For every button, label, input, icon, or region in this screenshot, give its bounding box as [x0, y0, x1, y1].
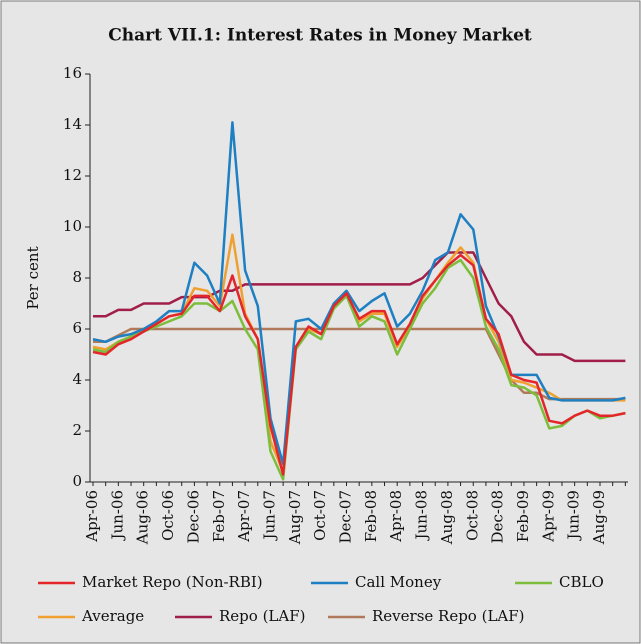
x-tick-label: Feb-09 [514, 490, 532, 542]
legend-label: Average [81, 607, 144, 625]
chart-title: Chart VII.1: Interest Rates in Money Mar… [108, 26, 532, 46]
x-tick-label: Oct-07 [311, 490, 329, 541]
x-tick-label: Aug-06 [134, 490, 152, 545]
x-tick-label: Jun-07 [260, 490, 278, 542]
y-tick-label: 10 [63, 217, 82, 235]
x-tick-label: Aug-08 [438, 490, 456, 545]
legend-label: Repo (LAF) [219, 607, 305, 625]
x-tick-label: Jun-06 [108, 490, 126, 542]
x-tick-label: Dec-08 [489, 490, 507, 543]
x-tick-label: Aug-07 [286, 490, 304, 545]
x-tick-label: Apr-08 [387, 490, 405, 543]
y-tick-label: 12 [63, 166, 82, 184]
legend-label: Call Money [355, 573, 442, 591]
y-tick-label: 16 [63, 64, 82, 82]
x-tick-label: Oct-08 [463, 490, 481, 541]
x-tick-label: Feb-08 [362, 490, 380, 542]
x-tick-label: Apr-07 [235, 490, 253, 543]
legend-label: Reverse Repo (LAF) [372, 607, 525, 625]
y-tick-label: 8 [72, 268, 82, 286]
x-tick-label: Jun-09 [565, 490, 583, 542]
series-line [92, 253, 626, 476]
x-tick-label: Jun-08 [413, 490, 431, 542]
x-tick-label: Apr-09 [539, 490, 557, 543]
legend-label: CBLO [559, 573, 604, 591]
y-tick-label: 6 [72, 319, 82, 337]
x-tick-label: Dec-06 [184, 490, 202, 543]
y-tick-label: 14 [63, 115, 82, 133]
series-line [92, 258, 626, 481]
x-tick-label: Aug-09 [590, 490, 608, 545]
y-tick-label: 2 [72, 421, 82, 439]
x-tick-label: Feb-07 [210, 490, 228, 542]
y-tick-label: 0 [72, 472, 82, 490]
legend-label: Market Repo (Non-RBI) [82, 573, 263, 591]
x-tick-label: Apr-06 [83, 490, 101, 543]
series-line [93, 327, 626, 401]
series-line [92, 121, 626, 466]
x-tick-label: Dec-07 [337, 490, 355, 543]
series-line [93, 251, 626, 363]
y-tick-label: 4 [72, 370, 82, 388]
y-axis-label: Per cent [24, 246, 42, 309]
x-tick-label: Oct-06 [159, 490, 177, 541]
